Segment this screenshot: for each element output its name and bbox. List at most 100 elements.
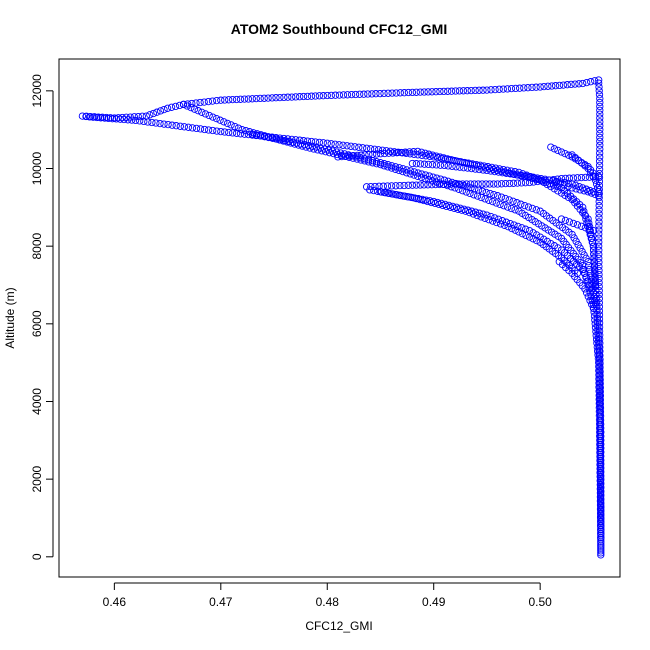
data-point	[595, 91, 604, 99]
data-point	[563, 259, 571, 267]
data-point	[455, 87, 464, 95]
data-point	[328, 147, 337, 155]
data-point	[240, 95, 249, 103]
data-point	[456, 163, 464, 171]
data-point	[418, 170, 426, 178]
data-point	[594, 351, 602, 359]
y-tick-label: 10000	[30, 151, 44, 185]
data-point	[280, 93, 288, 102]
data-point	[78, 112, 87, 120]
data-point	[500, 202, 508, 210]
data-point	[595, 420, 604, 428]
data-point	[448, 162, 456, 170]
data-point	[596, 485, 604, 493]
x-axis-label: CFC12_GMI	[305, 619, 372, 633]
y-tick-label: 2000	[30, 465, 44, 492]
data-point	[593, 339, 601, 347]
data-point	[597, 547, 605, 555]
data-point	[180, 123, 188, 131]
data-point	[478, 180, 486, 188]
data-point	[511, 84, 520, 93]
data-point	[583, 219, 591, 227]
data-point	[260, 94, 268, 102]
data-point	[595, 87, 603, 95]
data-point	[348, 152, 357, 160]
data-point	[400, 181, 408, 190]
data-point	[393, 149, 401, 157]
data-point	[503, 85, 512, 93]
x-tick-label: 0.49	[422, 595, 446, 609]
data-point	[596, 382, 604, 391]
data-point	[242, 127, 250, 135]
data-point	[380, 89, 388, 98]
data-point	[590, 308, 598, 316]
data-point	[327, 91, 335, 100]
data-point	[540, 235, 548, 243]
data-point	[418, 195, 426, 204]
y-axis: 0 2000 4000 6000 8000 10000 12000	[30, 74, 54, 560]
data-point	[596, 347, 604, 355]
data-point	[592, 335, 601, 344]
data-point	[493, 180, 502, 188]
data-point	[595, 375, 603, 383]
data-point	[316, 144, 325, 152]
data-point	[421, 171, 430, 179]
data-point	[364, 90, 372, 98]
data-point	[561, 191, 569, 199]
data-point	[497, 193, 506, 201]
data-point	[134, 112, 142, 121]
data-point	[593, 184, 602, 192]
data-point	[493, 192, 502, 200]
data-point	[360, 155, 369, 163]
data-point	[399, 192, 407, 200]
data-point	[595, 379, 603, 387]
data-point	[445, 201, 453, 210]
data-point	[380, 149, 389, 158]
data-point	[595, 367, 603, 375]
data-point	[597, 543, 605, 551]
data-point	[440, 87, 448, 96]
data-point	[587, 230, 595, 239]
data-point	[595, 424, 604, 432]
data-point	[344, 151, 353, 159]
data-point	[521, 225, 530, 233]
data-point	[487, 86, 495, 94]
data-point	[595, 218, 603, 226]
data-point	[376, 150, 385, 158]
data-point	[172, 122, 180, 130]
data-point	[571, 80, 579, 88]
data-point	[595, 403, 603, 412]
data-point	[581, 173, 590, 182]
data-point	[591, 273, 599, 281]
data-point	[277, 136, 285, 144]
data-point	[589, 172, 597, 180]
data-point	[513, 199, 521, 207]
data-point	[146, 111, 154, 119]
data-point	[592, 180, 601, 188]
data-point	[597, 533, 605, 542]
data-point	[385, 149, 393, 157]
data-point	[459, 87, 468, 95]
data-point	[407, 193, 415, 201]
data-point	[478, 187, 487, 195]
data-point	[435, 180, 444, 189]
data-point	[335, 141, 343, 149]
data-point	[200, 125, 209, 134]
data-point	[339, 91, 348, 99]
data-point	[384, 161, 392, 169]
data-point	[589, 226, 598, 235]
data-point	[564, 179, 572, 188]
data-point	[596, 149, 604, 157]
data-point	[591, 316, 599, 324]
data-point	[383, 182, 392, 190]
data-point	[405, 148, 414, 156]
data-point	[580, 187, 588, 195]
data-point	[595, 210, 603, 218]
data-point	[587, 189, 596, 197]
data-point	[596, 513, 605, 521]
data-point	[565, 174, 574, 182]
data-point	[364, 156, 373, 164]
data-point	[497, 180, 506, 188]
x-tick-label: 0.47	[209, 595, 233, 609]
data-point	[315, 92, 324, 100]
